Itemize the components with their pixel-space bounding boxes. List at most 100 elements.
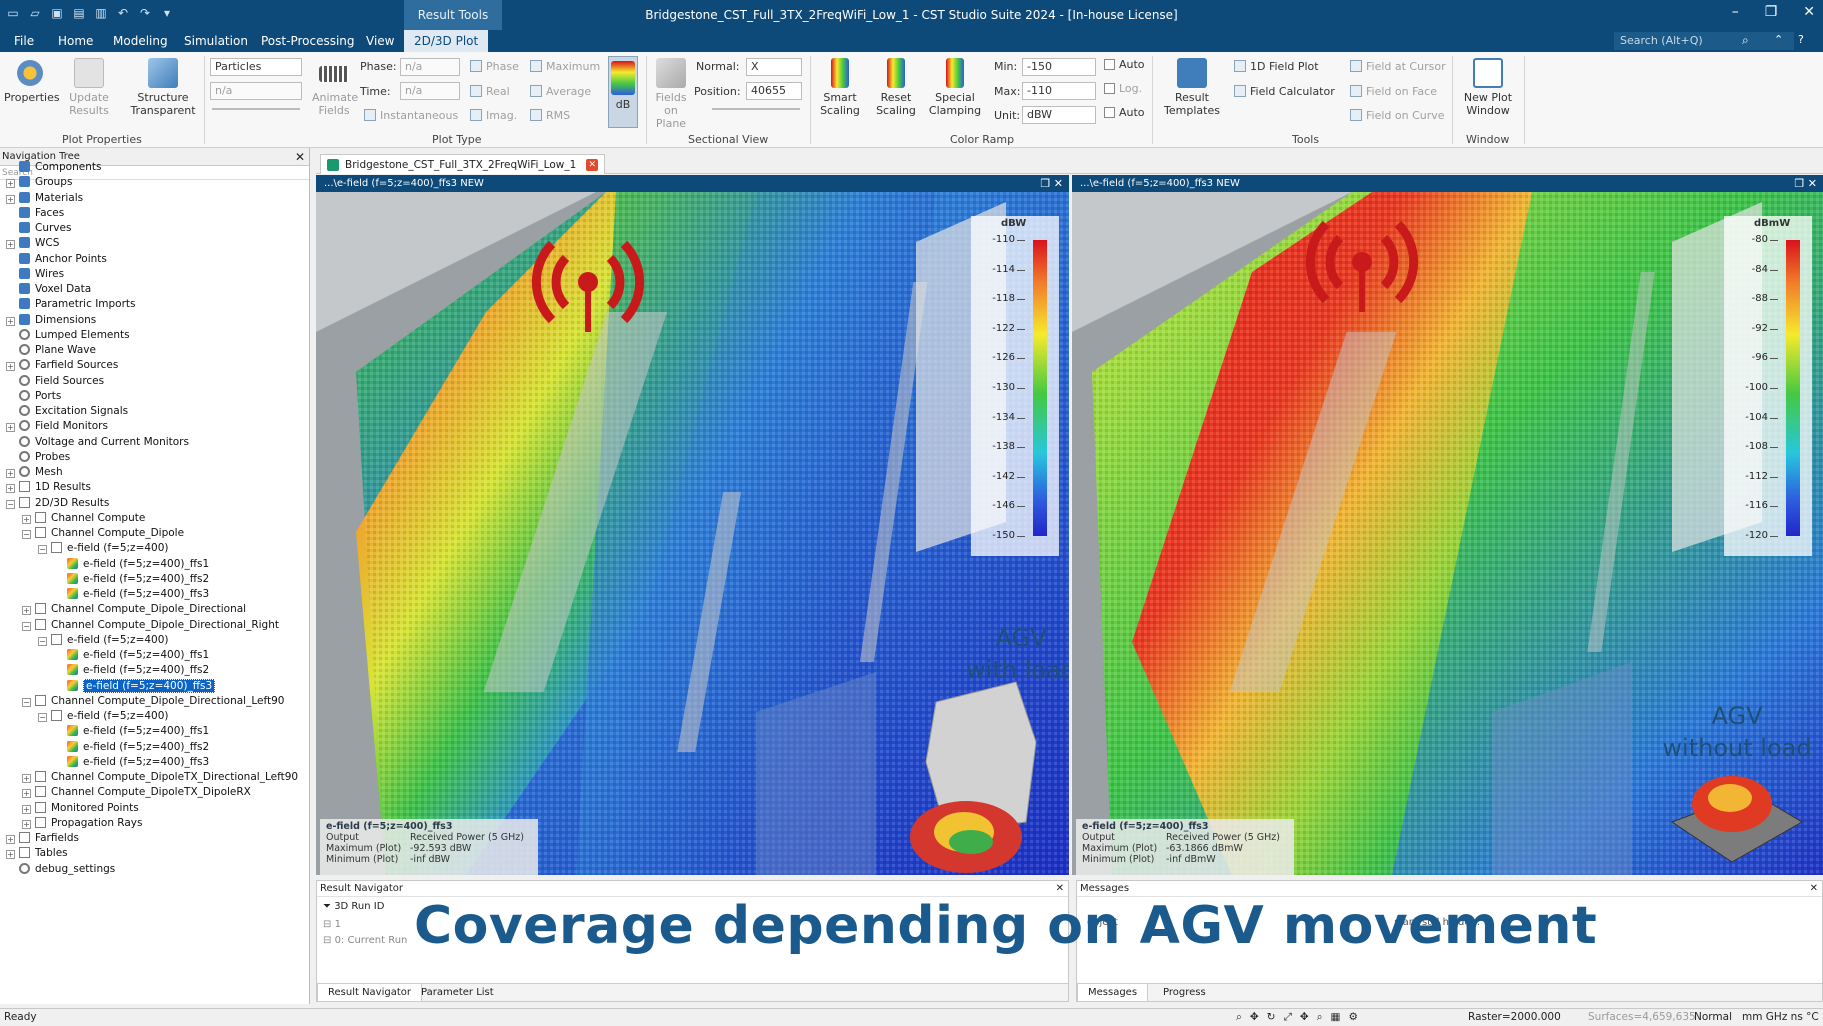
plot-view-left[interactable]: ...\e-field (f=5;z=400)_ffs3 NEW ❐ ✕ — [316, 175, 1069, 875]
log-checkbox[interactable]: Log. — [1104, 82, 1142, 95]
plot-canvas[interactable]: dBW -110 -114 -118 -122 -126 -130 -134 -138 -142… — [316, 192, 1069, 875]
tree-item[interactable]: +Curves — [6, 221, 71, 236]
redo-icon[interactable]: ↷ — [139, 6, 151, 20]
collapse-ribbon-icon[interactable]: ⌃ — [1774, 33, 1784, 46]
tree-item[interactable]: + Dimensions — [6, 313, 96, 328]
tree-item[interactable]: + Farfield Sources — [6, 358, 118, 373]
average-option[interactable]: Average — [530, 85, 591, 98]
expand-icon[interactable]: + — [6, 423, 15, 433]
expand-icon[interactable]: + — [6, 850, 15, 860]
tree-item[interactable]: + Channel Compute_Dipole_Directional — [22, 602, 246, 617]
expand-icon[interactable]: − — [38, 545, 47, 555]
tree-item[interactable]: − 2D/3D Results — [6, 496, 109, 511]
expand-icon[interactable]: − — [38, 713, 47, 722]
tree-item[interactable]: +Wires — [6, 267, 64, 282]
tree-item[interactable]: + Mesh — [6, 465, 63, 480]
tab-file[interactable]: File — [14, 34, 35, 48]
expand-icon[interactable]: − — [22, 530, 31, 539]
save-all-icon[interactable]: ▤ — [73, 6, 85, 20]
tree-item[interactable]: + Farfields — [6, 831, 79, 846]
tree-item[interactable]: +1D Results — [6, 480, 91, 495]
tree-item[interactable]: − e-field (f=5;z=400) — [38, 541, 169, 556]
tree-item[interactable]: +Lumped Elements — [6, 328, 130, 343]
tab-parameter-list[interactable]: Parameter List — [421, 987, 494, 998]
search-icon[interactable]: ⌕ — [1742, 33, 1749, 47]
tree-item[interactable]: +Anchor Points — [6, 252, 107, 267]
tab-messages[interactable]: Messages — [1077, 984, 1149, 1002]
properties-button[interactable]: Properties — [4, 58, 60, 104]
tree-item[interactable]: + Monitored Points — [22, 801, 139, 816]
tab-result-navigator[interactable]: Result Navigator — [317, 984, 423, 1002]
fields-on-plane-button[interactable]: Fields on Plane — [650, 58, 692, 130]
close-icon[interactable]: ❐ ✕ — [1794, 177, 1817, 190]
expand-icon[interactable]: + — [22, 789, 31, 799]
max-input[interactable]: -110 — [1022, 82, 1096, 100]
tab-progress[interactable]: Progress — [1163, 987, 1206, 998]
tree-item[interactable]: +Voltage and Current Monitors — [6, 435, 189, 450]
tree-item[interactable]: +e-field (f=5;z=400)_ffs1 — [54, 648, 209, 663]
tree-item[interactable]: + Channel Compute_DipoleTX_Directional_Le… — [22, 770, 298, 785]
tab-view[interactable]: View — [366, 34, 395, 48]
tree-item[interactable]: + Tables — [6, 846, 68, 861]
tab-2d3d-plot[interactable]: 2D/3D Plot — [404, 30, 489, 52]
tab-modeling[interactable]: Modeling — [113, 34, 168, 48]
table-row[interactable]: ⊟ 1 — [323, 919, 341, 930]
mode-value[interactable]: Normal — [1694, 1011, 1732, 1023]
print-icon[interactable]: ▥ — [95, 6, 107, 20]
field-on-curve-button[interactable]: Field on Curve — [1350, 109, 1445, 122]
plot-canvas[interactable]: dBmW -80 -84 -88 -92 -96 -100 -104 -108 -112 -116… — [1072, 192, 1823, 875]
tree-item[interactable]: +e-field (f=5;z=400)_ffs1 — [54, 724, 209, 739]
tree-item[interactable]: +Excitation Signals — [6, 404, 128, 419]
tree-item[interactable]: + Channel Compute_DipoleTX_DipoleRX — [22, 785, 251, 800]
expand-icon[interactable]: − — [22, 621, 31, 631]
tree-item[interactable]: − e-field (f=5;z=400) — [38, 633, 169, 648]
expand-icon[interactable]: + — [22, 819, 31, 829]
update-results-button[interactable]: Update Results — [62, 58, 116, 117]
view-tools-icons[interactable]: ⌕✥↻⤢✥⌕▦⚙ — [1236, 1011, 1366, 1023]
reset-scaling-button[interactable]: Reset Scaling — [872, 58, 920, 117]
structure-transparent-button[interactable]: Structure Transparent — [128, 58, 198, 117]
tab-post-processing[interactable]: Post-Processing — [261, 34, 355, 48]
expand-icon[interactable]: + — [6, 469, 15, 478]
close-icon[interactable]: ❐ ✕ — [1040, 177, 1063, 190]
min-input[interactable]: -150 — [1022, 58, 1096, 76]
imag-option[interactable]: Imag. — [470, 109, 517, 122]
close-tab-icon[interactable]: ✕ — [586, 159, 599, 171]
new-plot-window-button[interactable]: New Plot Window — [1458, 58, 1518, 117]
rms-option[interactable]: RMS — [530, 109, 570, 122]
animation-slider[interactable] — [212, 108, 300, 110]
close-icon[interactable]: ✕ — [1055, 883, 1064, 894]
result-templates-button[interactable]: Result Templates — [1160, 58, 1224, 117]
expand-icon[interactable]: + — [6, 835, 15, 844]
position-slider[interactable] — [712, 108, 800, 110]
tree-item[interactable]: +e-field (f=5;z=400)_ffs2 — [54, 663, 209, 678]
animate-fields-button[interactable]: Animate Fields — [312, 58, 358, 117]
tree-item[interactable]: +e-field (f=5;z=400)_ffs3 — [54, 587, 209, 602]
position-input[interactable]: 40655 — [746, 82, 802, 100]
expand-icon[interactable]: − — [6, 499, 15, 509]
unit-select[interactable]: dBW — [1022, 106, 1096, 124]
tree-item[interactable]: +e-field (f=5;z=400)_ffs2 — [54, 740, 209, 755]
help-icon[interactable]: ? — [1798, 33, 1804, 46]
tree-search-input[interactable]: Search — [0, 166, 309, 180]
maximum-option[interactable]: Maximum — [530, 60, 600, 73]
tree-item[interactable]: +Components — [6, 160, 101, 175]
tree-item[interactable]: +Faces — [6, 206, 64, 221]
open-icon[interactable]: ▱ — [30, 6, 40, 20]
particles-select[interactable]: Particles — [210, 58, 302, 76]
tree-item[interactable]: +e-field (f=5;z=400)_ffs2 — [54, 572, 209, 587]
tree-item[interactable]: +Ports — [6, 389, 61, 404]
minimize-icon[interactable]: – — [1731, 4, 1739, 20]
tree-item[interactable]: +e-field (f=5;z=400)_ffs3 — [54, 755, 209, 770]
instantaneous-option[interactable]: Instantaneous — [364, 109, 458, 122]
tree-item[interactable]: +e-field (f=5;z=400)_ffs3 — [54, 678, 216, 694]
tree-item[interactable]: − e-field (f=5;z=400) — [38, 709, 169, 724]
tree-item[interactable]: +Probes — [6, 450, 70, 465]
tree-item[interactable]: +Plane Wave — [6, 343, 96, 358]
phase-input[interactable]: n/a — [400, 58, 460, 76]
tree-item[interactable]: − Channel Compute_Dipole_Directional_Left… — [22, 694, 284, 709]
restore-icon[interactable]: ❐ — [1764, 4, 1778, 20]
expand-icon[interactable]: + — [6, 484, 15, 494]
filter-icon[interactable]: ⏷ — [323, 901, 331, 912]
expand-icon[interactable]: + — [22, 606, 31, 616]
